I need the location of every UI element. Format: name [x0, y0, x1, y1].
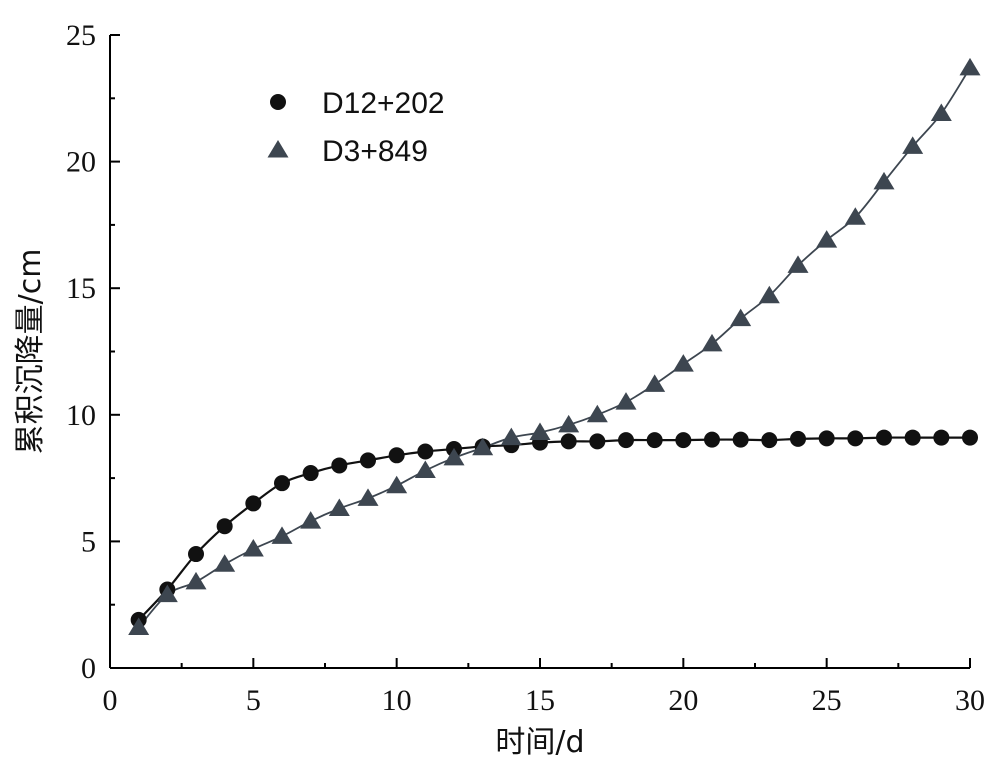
data-point-triangle	[185, 571, 207, 590]
fit-line	[137, 436, 970, 621]
data-point-circle	[732, 431, 749, 448]
fit-lines	[137, 67, 971, 629]
data-point-triangle	[558, 414, 580, 433]
data-point-triangle	[386, 475, 408, 494]
data-point-circle	[646, 432, 663, 449]
data-point-circle	[962, 429, 978, 446]
data-point-triangle	[500, 427, 522, 446]
data-point-circle	[675, 432, 692, 449]
y-axis-title: 累积沉降量/cm	[13, 249, 48, 455]
data-point-triangle	[758, 285, 780, 304]
data-point-triangle	[672, 354, 694, 372]
data-point-circle	[245, 495, 262, 512]
legend-circle-marker	[270, 94, 286, 110]
legend-triangle-marker	[267, 140, 289, 158]
axes: 0 5 10 15 20 25 30 0 5 10 15 20 25	[66, 19, 985, 717]
data-point-triangle	[730, 308, 752, 327]
data-point-circle	[618, 432, 634, 449]
data-point-circle	[417, 443, 434, 460]
x-tick-label: 30	[955, 684, 985, 717]
data-point-triangle	[156, 584, 178, 603]
y-tick-label: 15	[66, 272, 96, 305]
data-point-triangle	[443, 447, 465, 466]
data-point-triangle	[586, 404, 608, 423]
data-point-triangle	[214, 554, 236, 572]
data-point-circle	[216, 518, 233, 535]
data-point-circle	[933, 429, 950, 446]
data-point-circle	[360, 452, 376, 469]
data-point-triangle	[271, 526, 293, 544]
data-point-triangle	[873, 171, 895, 190]
data-point-triangle	[816, 230, 838, 248]
data-point-circle	[560, 433, 577, 450]
legend: D12+202 D3+849	[267, 87, 445, 168]
data-point-triangle	[529, 422, 551, 441]
data-point-triangle	[328, 498, 350, 516]
x-axis-title: 时间/d	[495, 725, 584, 760]
x-tick-label: 0	[103, 684, 118, 717]
data-point-triangle	[472, 437, 494, 456]
data-point-circle	[761, 432, 778, 449]
x-tick-label: 25	[812, 684, 842, 717]
data-point-circle	[589, 433, 606, 450]
data-point-triangle	[701, 333, 723, 352]
data-point-triangle	[300, 511, 322, 529]
x-tick-label: 5	[246, 684, 261, 717]
data-point-circle	[904, 429, 921, 446]
fit-line	[137, 67, 971, 629]
x-tick-label: 10	[382, 684, 412, 717]
data-point-triangle	[844, 207, 866, 225]
data-point-circle	[704, 431, 720, 448]
data-point-circle	[790, 430, 806, 447]
data-point-triangle	[414, 460, 436, 478]
data-point-triangle	[959, 57, 981, 76]
y-tick-label: 0	[81, 652, 96, 685]
data-point-circle	[388, 447, 405, 464]
x-tick-label: 15	[525, 684, 555, 717]
data-point-circle	[876, 429, 892, 446]
legend-label: D12+202	[322, 87, 445, 120]
data-point-triangle	[644, 374, 666, 392]
data-point-circle	[274, 475, 290, 492]
data-point-triangle	[615, 392, 637, 410]
y-tick-label: 20	[66, 146, 96, 179]
markers	[128, 57, 981, 635]
data-point-circle	[847, 430, 864, 447]
data-point-triangle	[902, 136, 924, 154]
data-point-circle	[188, 546, 204, 563]
data-point-triangle	[128, 617, 150, 635]
data-point-circle	[331, 457, 348, 474]
x-tick-label: 20	[668, 684, 698, 717]
y-tick-label: 25	[66, 19, 96, 52]
y-tick-label: 10	[66, 399, 96, 432]
data-point-circle	[818, 430, 835, 447]
data-point-circle	[302, 465, 319, 482]
y-tick-label: 5	[81, 525, 96, 558]
data-point-triangle	[787, 255, 809, 273]
data-point-triangle	[930, 103, 952, 121]
data-point-triangle	[357, 488, 379, 506]
data-point-triangle	[242, 539, 264, 557]
legend-label: D3+849	[322, 135, 428, 168]
